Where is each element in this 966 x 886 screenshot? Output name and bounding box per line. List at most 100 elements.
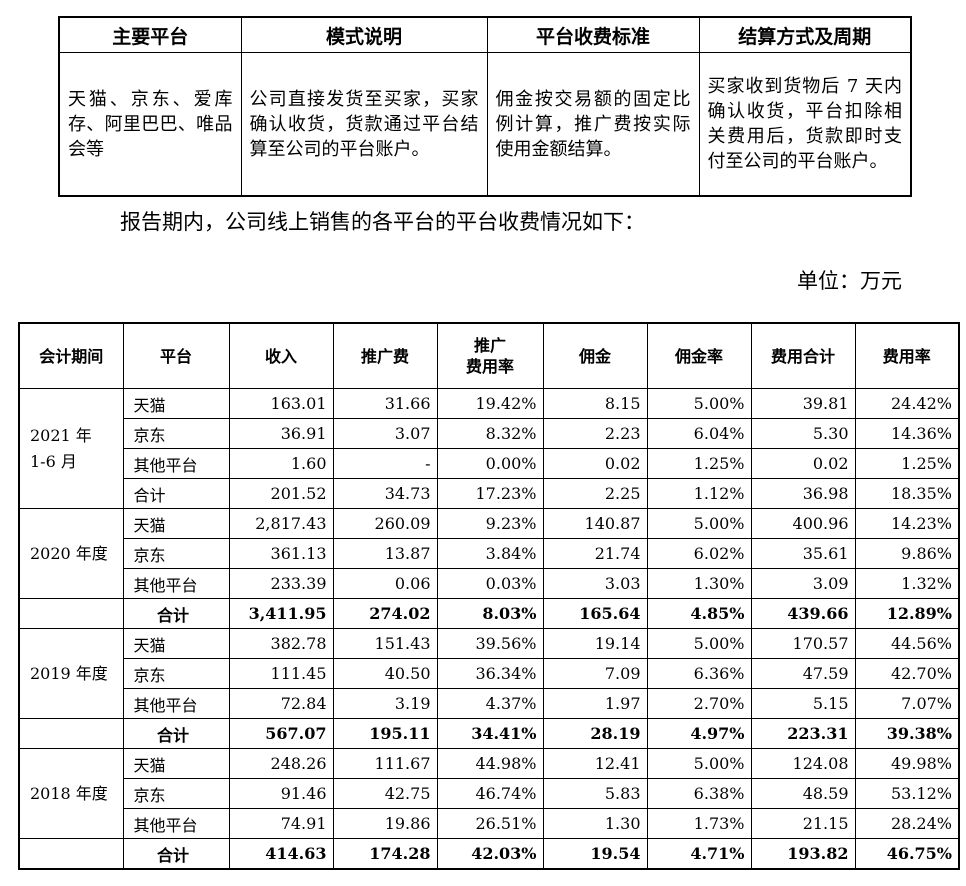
- platform-cell: 天猫: [122, 628, 230, 659]
- value-cell: 42.75: [332, 778, 438, 809]
- value-cell: 274.02: [332, 598, 438, 629]
- value-cell: 7.09: [542, 658, 648, 689]
- value-cell: 5.15: [750, 688, 856, 719]
- platform-cell: 天猫: [122, 508, 230, 539]
- table-row: 京东 36.91 3.07 8.32% 2.23 6.04% 5.30 14.36%: [19, 418, 960, 449]
- total-row: 合计 3,411.95 274.02 8.03% 165.64 4.85% 439.66 12…: [18, 598, 960, 629]
- value-cell: 439.66: [750, 598, 856, 629]
- intro-paragraph: 报告期内，公司线上销售的各平台的平台收费情况如下：: [120, 210, 645, 234]
- period-blank-cell: [18, 598, 124, 629]
- value-cell: 1.60: [228, 448, 334, 479]
- value-cell: 17.23%: [436, 478, 544, 509]
- value-cell: 35.61: [750, 538, 856, 569]
- value-cell: 5.00%: [646, 388, 752, 419]
- value-cell: 567.07: [228, 718, 334, 749]
- value-cell: 12.41: [542, 748, 648, 779]
- header-fee-standard: 平台收费标准: [486, 16, 700, 53]
- value-cell: 0.02: [542, 448, 648, 479]
- value-cell: 6.38%: [646, 778, 752, 809]
- value-cell: 36.34%: [436, 658, 544, 689]
- value-cell: 8.32%: [436, 418, 544, 449]
- value-cell: 3.03: [542, 568, 648, 599]
- value-cell: 163.01: [228, 388, 334, 419]
- value-cell: 2.23: [542, 418, 648, 449]
- value-cell: 2,817.43: [228, 508, 334, 539]
- value-cell: 4.85%: [646, 598, 752, 629]
- period-label: 1-6 月: [30, 451, 77, 471]
- platform-cell: 京东: [122, 658, 230, 689]
- value-cell: 18.35%: [854, 478, 960, 509]
- header-promotion-rate: 推广 费用率: [436, 322, 544, 389]
- value-cell: 21.74: [542, 538, 648, 569]
- value-cell: 26.51%: [436, 808, 544, 839]
- value-cell: 36.91: [228, 418, 334, 449]
- value-cell: 91.46: [228, 778, 334, 809]
- value-cell: 39.38%: [854, 718, 960, 749]
- header-promotion-rate-line1: 推广: [473, 336, 506, 355]
- value-cell: 39.81: [750, 388, 856, 419]
- value-cell: 1.25%: [646, 448, 752, 479]
- platform-cell: 京东: [122, 778, 230, 809]
- value-cell: 7.07%: [854, 688, 960, 719]
- header-total-fee: 费用合计: [750, 322, 856, 389]
- value-cell: 42.70%: [854, 658, 960, 689]
- value-cell: 12.89%: [854, 598, 960, 629]
- value-cell: 5.00%: [646, 508, 752, 539]
- value-cell: 53.12%: [854, 778, 960, 809]
- platform-cell: 天猫: [122, 748, 230, 779]
- value-cell: 3,411.95: [228, 598, 334, 629]
- value-cell: 28.19: [542, 718, 648, 749]
- value-cell: 3.07: [332, 418, 438, 449]
- header-period: 会计期间: [18, 322, 124, 389]
- table-row: 其他平台 233.39 0.06 0.03% 3.03 1.30% 3.09 1.32%: [19, 568, 960, 599]
- value-cell: 19.54: [542, 838, 648, 870]
- value-cell: 8.15: [542, 388, 648, 419]
- value-cell: 2.70%: [646, 688, 752, 719]
- total-row: 合计 414.63 174.28 42.03% 19.54 4.71% 193.82 46.7…: [18, 838, 960, 870]
- value-cell: 5.00%: [646, 628, 752, 659]
- value-cell: 47.59: [750, 658, 856, 689]
- header-platform: 平台: [122, 322, 230, 389]
- period-cell: 2018 年度: [18, 748, 124, 839]
- period-blank-cell: [18, 838, 124, 870]
- platform-cell: 合计: [122, 478, 230, 509]
- table-row: 2020 年度 天猫 2,817.43 260.09 9.23% 140.87 5.00% 4…: [18, 508, 960, 599]
- header-promotion-fee: 推广费: [332, 322, 438, 389]
- table-row: 其他平台 1.60-0.00% 0.02 1.25% 0.02 1.25%: [19, 448, 960, 479]
- platform-cell: 其他平台: [122, 568, 230, 599]
- value-cell: 4.97%: [646, 718, 752, 749]
- platform-cell: 合计: [122, 598, 230, 629]
- value-cell: 233.39: [228, 568, 334, 599]
- header-revenue: 收入: [228, 322, 334, 389]
- value-cell: -: [332, 448, 438, 479]
- value-cell: 248.26: [228, 748, 334, 779]
- value-cell: 195.11: [332, 718, 438, 749]
- value-cell: 14.23%: [854, 508, 960, 539]
- value-cell: 19.14: [542, 628, 648, 659]
- value-cell: 174.28: [332, 838, 438, 870]
- platform-mode-header-row: 主要平台 模式说明 平台收费标准 结算方式及周期: [58, 16, 912, 53]
- value-cell: 24.42%: [854, 388, 960, 419]
- total-row: 合计 567.07 195.11 34.41% 28.19 4.97% 223.31 39.3…: [18, 718, 960, 749]
- value-cell: 151.43: [332, 628, 438, 659]
- value-cell: 361.13: [228, 538, 334, 569]
- value-cell: 400.96: [750, 508, 856, 539]
- value-cell: 40.50: [332, 658, 438, 689]
- value-cell: 6.36%: [646, 658, 752, 689]
- value-cell: 223.31: [750, 718, 856, 749]
- cell-fee-standard: 佣金按交易额的固定比例计算，推广费按实际使用金额结算。: [486, 52, 700, 197]
- value-cell: 72.84: [228, 688, 334, 719]
- value-cell: 21.15: [750, 808, 856, 839]
- value-cell: 31.66: [332, 388, 438, 419]
- value-cell: 1.25%: [854, 448, 960, 479]
- value-cell: 14.36%: [854, 418, 960, 449]
- value-cell: 34.73: [332, 478, 438, 509]
- platform-cell: 合计: [122, 838, 230, 870]
- value-cell: 19.86: [332, 808, 438, 839]
- table-row: 2021 年 1-6 月天猫 163.01 31.66 19.42% 8.15 5.00% 3…: [18, 388, 960, 509]
- value-cell: 170.57: [750, 628, 856, 659]
- value-cell: 39.56%: [436, 628, 544, 659]
- value-cell: 3.84%: [436, 538, 544, 569]
- value-cell: 3.19: [332, 688, 438, 719]
- value-cell: 42.03%: [436, 838, 544, 870]
